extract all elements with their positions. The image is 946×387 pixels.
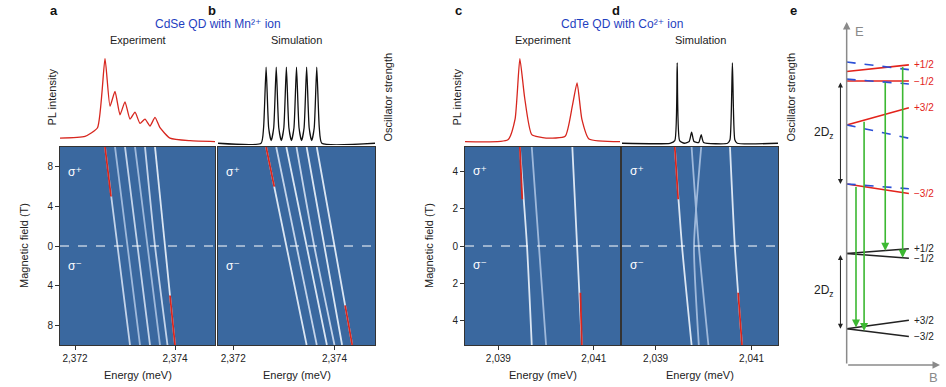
svg-text:4: 4 (47, 201, 53, 212)
svg-text:2D​z​: 2D​z​ (814, 283, 834, 299)
svg-text:Energy (meV): Energy (meV) (666, 369, 734, 381)
svg-text:−1/2: −1/2 (914, 253, 934, 264)
svg-text:CdTe QD with Co²⁺ ion: CdTe QD with Co²⁺ ion (561, 17, 683, 31)
svg-text:Energy (meV): Energy (meV) (104, 369, 172, 381)
svg-text:4: 4 (452, 166, 458, 177)
svg-text:Energy (meV): Energy (meV) (509, 369, 577, 381)
svg-text:Oscillator strength: Oscillator strength (785, 53, 797, 142)
svg-text:σ⁺: σ⁺ (473, 164, 487, 178)
svg-text:σ⁻: σ⁻ (68, 259, 82, 273)
svg-text:0: 0 (452, 241, 458, 252)
svg-text:Energy (meV): Energy (meV) (263, 369, 331, 381)
svg-text:8: 8 (47, 320, 53, 331)
svg-text:4: 4 (47, 280, 53, 291)
svg-text:−3/2: −3/2 (914, 331, 934, 342)
svg-text:2,374: 2,374 (322, 353, 347, 364)
svg-text:2D​z​: 2D​z​ (814, 125, 834, 141)
svg-text:2,372: 2,372 (62, 353, 87, 364)
svg-text:2,041: 2,041 (581, 353, 606, 364)
svg-text:CdSe QD with Mn²⁺ ion: CdSe QD with Mn²⁺ ion (155, 17, 281, 31)
svg-text:Experiment: Experiment (515, 34, 571, 46)
svg-text:0: 0 (47, 241, 53, 252)
svg-text:8: 8 (47, 161, 53, 172)
svg-text:e: e (790, 3, 797, 18)
svg-text:σ⁺: σ⁺ (226, 165, 240, 179)
svg-text:+1/2: +1/2 (914, 59, 934, 70)
svg-text:−1/2: −1/2 (914, 76, 934, 87)
svg-text:PL intensity: PL intensity (451, 69, 463, 126)
svg-text:2: 2 (452, 278, 458, 289)
svg-text:2: 2 (452, 203, 458, 214)
svg-text:PL intensity: PL intensity (46, 69, 58, 126)
svg-text:Simulation: Simulation (271, 34, 322, 46)
svg-text:+1/2: +1/2 (914, 243, 934, 254)
svg-text:2,374: 2,374 (162, 353, 187, 364)
svg-text:−3/2: −3/2 (914, 188, 934, 199)
svg-text:2,372: 2,372 (221, 353, 246, 364)
svg-text:+3/2: +3/2 (914, 102, 934, 113)
svg-text:σ⁻: σ⁻ (473, 258, 487, 272)
svg-text:Magnetic field (T): Magnetic field (T) (423, 203, 435, 288)
svg-text:2,039: 2,039 (643, 353, 668, 364)
svg-text:Magnetic field (T): Magnetic field (T) (18, 203, 30, 288)
svg-text:σ⁻: σ⁻ (630, 258, 644, 272)
svg-text:Simulation: Simulation (675, 34, 726, 46)
svg-text:σ⁺: σ⁺ (68, 165, 82, 179)
svg-text:E: E (855, 24, 864, 39)
svg-text:d: d (612, 3, 620, 18)
svg-text:B: B (929, 370, 938, 385)
svg-text:Oscillator strength: Oscillator strength (382, 53, 394, 142)
svg-text:+3/2: +3/2 (914, 315, 934, 326)
svg-text:b: b (208, 3, 216, 18)
svg-text:c: c (455, 3, 462, 18)
svg-text:4: 4 (452, 315, 458, 326)
svg-text:σ⁺: σ⁺ (630, 164, 644, 178)
svg-text:Experiment: Experiment (110, 34, 166, 46)
svg-text:2,041: 2,041 (739, 353, 764, 364)
svg-text:σ⁻: σ⁻ (226, 259, 240, 273)
svg-text:a: a (50, 3, 58, 18)
svg-text:2,039: 2,039 (486, 353, 511, 364)
